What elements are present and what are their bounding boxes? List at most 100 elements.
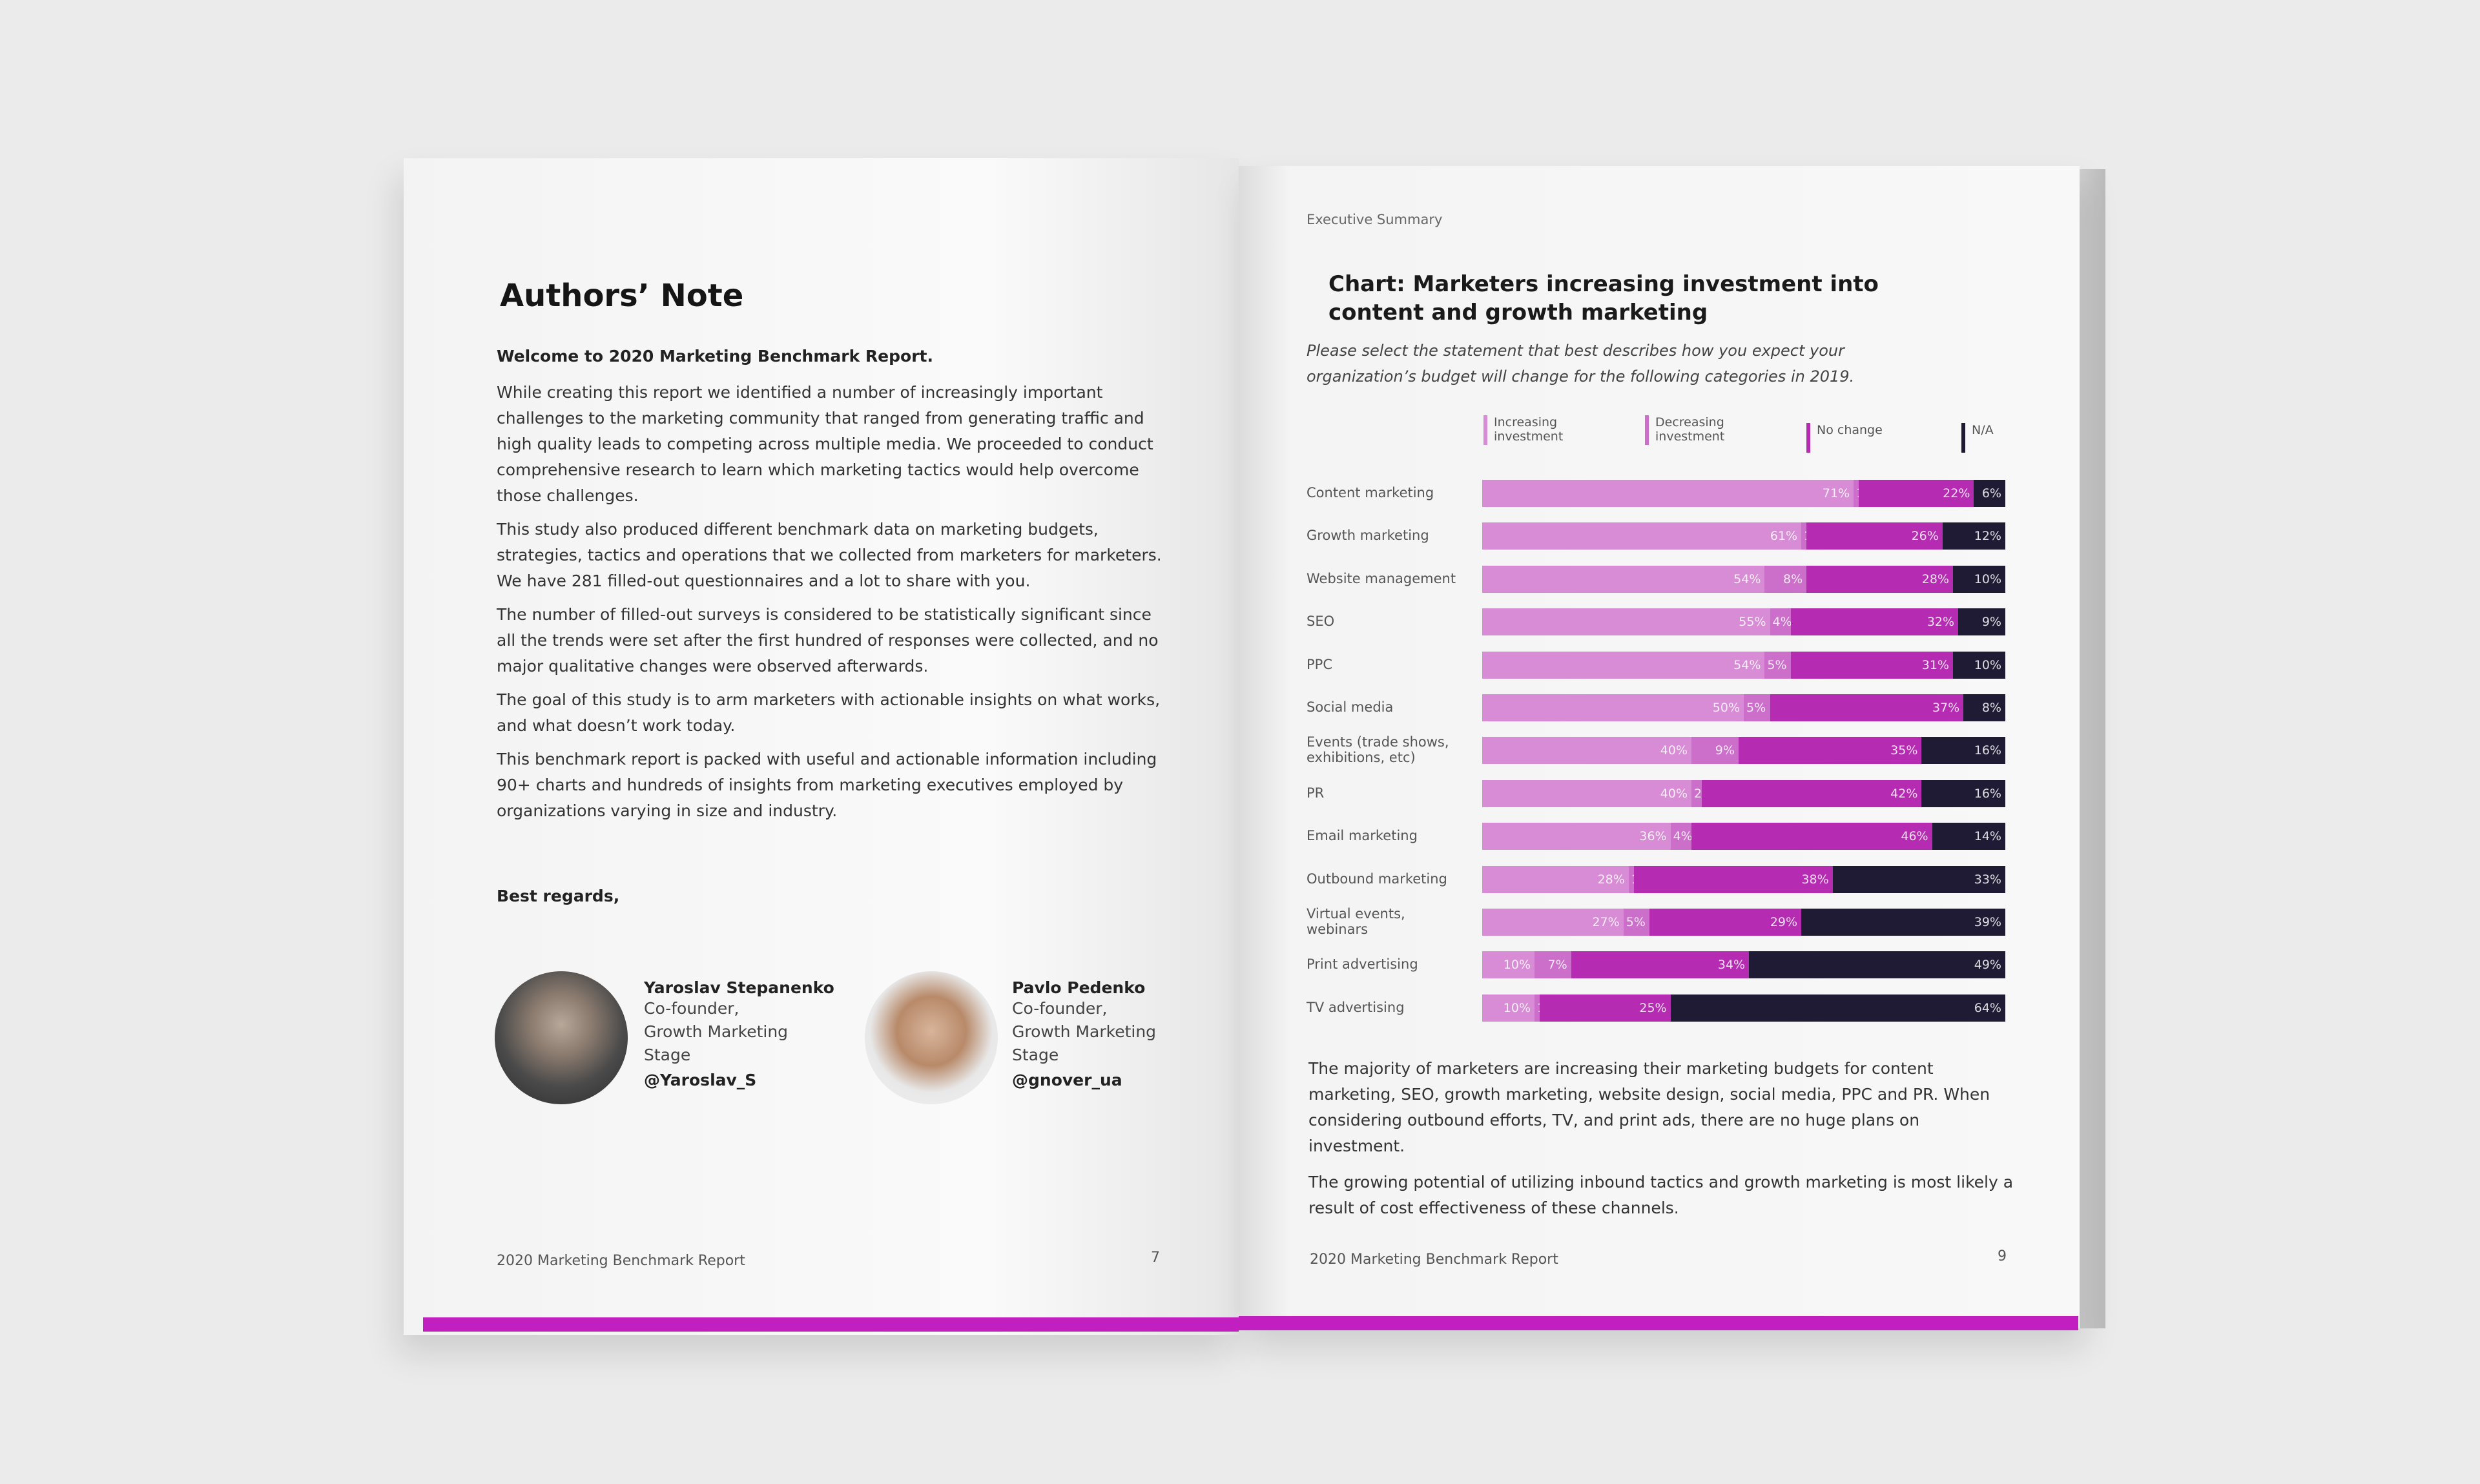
data-label: 37% bbox=[1932, 701, 1960, 715]
bar-segment bbox=[1921, 737, 2005, 765]
bar-segment bbox=[1482, 480, 1854, 507]
category-label: Content marketing bbox=[1307, 485, 1434, 500]
bar-segment bbox=[1482, 651, 1765, 679]
left-page bbox=[404, 158, 1239, 1335]
author-role: Stage bbox=[644, 1046, 691, 1064]
page-number: 7 bbox=[1151, 1250, 1160, 1266]
bar-segment bbox=[1806, 565, 1953, 593]
author-card: Pavlo Pedenko Co-founder, Growth Marketi… bbox=[1012, 978, 1156, 1089]
author-name: Yaroslav Stepanenko bbox=[644, 978, 834, 997]
bar-segment bbox=[1691, 779, 1702, 807]
bar-segment bbox=[1744, 694, 1770, 721]
bar-segment bbox=[1482, 951, 1534, 979]
data-label: 5% bbox=[1746, 701, 1766, 715]
data-label: 22% bbox=[1943, 486, 1970, 500]
bar-segment bbox=[1633, 865, 1833, 893]
author-handle[interactable]: @Yaroslav_S bbox=[644, 1071, 757, 1089]
category-label: Outbound marketing bbox=[1307, 871, 1447, 887]
data-label: 4% bbox=[1673, 829, 1693, 844]
section-label: Executive Summary bbox=[1307, 212, 1443, 227]
data-label: 12% bbox=[1974, 529, 2001, 544]
legend-label: Increasing investment bbox=[1494, 415, 1564, 444]
category-label: Virtual events, webinars bbox=[1307, 906, 1405, 937]
footer-title: 2020 Marketing Benchmark Report bbox=[1310, 1252, 1558, 1268]
bar-segment bbox=[1953, 565, 2005, 593]
paragraph: The number of filled-out surveys is cons… bbox=[497, 605, 1159, 675]
legend-item: No change bbox=[1806, 423, 1914, 453]
bar-segment bbox=[1749, 951, 2005, 979]
bar-segment bbox=[1801, 522, 1807, 550]
data-label: 28% bbox=[1921, 572, 1949, 586]
summary-text: The majority of marketers are increasing… bbox=[1308, 1056, 2019, 1229]
data-label: 10% bbox=[1503, 1000, 1531, 1015]
bar-segment bbox=[1974, 480, 2005, 507]
data-label: 5% bbox=[1767, 657, 1787, 672]
bar-segment bbox=[1482, 565, 1765, 593]
author-handle[interactable]: @gnover_ua bbox=[1012, 1071, 1122, 1089]
data-label: 10% bbox=[1974, 572, 2001, 586]
chart-title: Chart: Marketers increasing investment i… bbox=[1328, 271, 1879, 325]
category-label: Social media bbox=[1307, 699, 1394, 715]
author-role: Co-founder, bbox=[644, 999, 739, 1018]
bar-segment bbox=[1623, 909, 1650, 936]
bar-segment bbox=[1958, 608, 2005, 636]
legend-label: No change bbox=[1817, 423, 1883, 437]
data-label: 6% bbox=[1981, 486, 2001, 500]
data-label: 10% bbox=[1503, 958, 1531, 973]
bar-segment bbox=[1540, 994, 1671, 1022]
legend-swatch bbox=[1645, 415, 1649, 445]
avatar bbox=[865, 971, 998, 1104]
category-label: SEO bbox=[1307, 613, 1335, 630]
bar-segment bbox=[1854, 480, 1859, 507]
legend-label: N/A bbox=[1972, 423, 1994, 437]
bar-segment bbox=[1953, 651, 2005, 679]
legend-swatch bbox=[1806, 423, 1810, 453]
data-label: 7% bbox=[1547, 958, 1567, 973]
closing: Best regards, bbox=[497, 887, 620, 905]
bar-segment bbox=[1738, 737, 1922, 765]
bar-segment bbox=[1482, 737, 1691, 765]
author-role: Stage bbox=[1012, 1046, 1059, 1064]
data-label: 33% bbox=[1974, 872, 2001, 887]
data-label: 71% bbox=[1822, 486, 1850, 500]
data-label: 55% bbox=[1739, 615, 1766, 630]
bar-segment bbox=[1942, 522, 2005, 550]
category-label: TV advertising bbox=[1307, 999, 1405, 1015]
category-label: PR bbox=[1307, 785, 1325, 801]
legend-item: Increasing investment bbox=[1483, 415, 1610, 445]
paragraph: This study also produced different bench… bbox=[497, 520, 1162, 590]
bar-segment bbox=[1628, 865, 1634, 893]
data-label: 36% bbox=[1639, 829, 1667, 844]
data-label: 38% bbox=[1801, 872, 1829, 887]
author-role: Co-founder, bbox=[1012, 999, 1108, 1018]
avatar bbox=[495, 971, 628, 1104]
data-label: 9% bbox=[1715, 743, 1735, 758]
paragraph: The growing potential of utilizing inbou… bbox=[1308, 1173, 2014, 1217]
bar-segment bbox=[1482, 994, 1534, 1022]
data-label: 16% bbox=[1974, 743, 2001, 758]
data-label: 54% bbox=[1733, 572, 1761, 586]
bar-segment bbox=[1921, 779, 2005, 807]
category-label: Growth marketing bbox=[1307, 528, 1429, 544]
data-label: 16% bbox=[1974, 786, 2001, 801]
bar-segment bbox=[1691, 823, 1932, 850]
bar-segment bbox=[1770, 608, 1791, 636]
data-label: 28% bbox=[1597, 872, 1625, 887]
data-label: 42% bbox=[1890, 786, 1918, 801]
bar-segment bbox=[1764, 565, 1807, 593]
bar-segment bbox=[1806, 522, 1943, 550]
bar-segment bbox=[1691, 737, 1739, 765]
paragraph: The goal of this study is to arm markete… bbox=[497, 690, 1161, 735]
data-label: 40% bbox=[1660, 786, 1688, 801]
bar-segment bbox=[1790, 608, 1959, 636]
author-role: Growth Marketing bbox=[644, 1022, 789, 1041]
legend-swatch bbox=[1483, 415, 1487, 445]
bar-segment bbox=[1670, 994, 2005, 1022]
data-label: 8% bbox=[1981, 701, 2001, 715]
data-label: 9% bbox=[1981, 615, 2001, 630]
data-label: 4% bbox=[1772, 615, 1792, 630]
bar-segment bbox=[1482, 522, 1802, 550]
bar-segment bbox=[1571, 951, 1750, 979]
author-role: Growth Marketing bbox=[1012, 1022, 1157, 1041]
welcome-line: Welcome to 2020 Marketing Benchmark Repo… bbox=[497, 347, 933, 366]
